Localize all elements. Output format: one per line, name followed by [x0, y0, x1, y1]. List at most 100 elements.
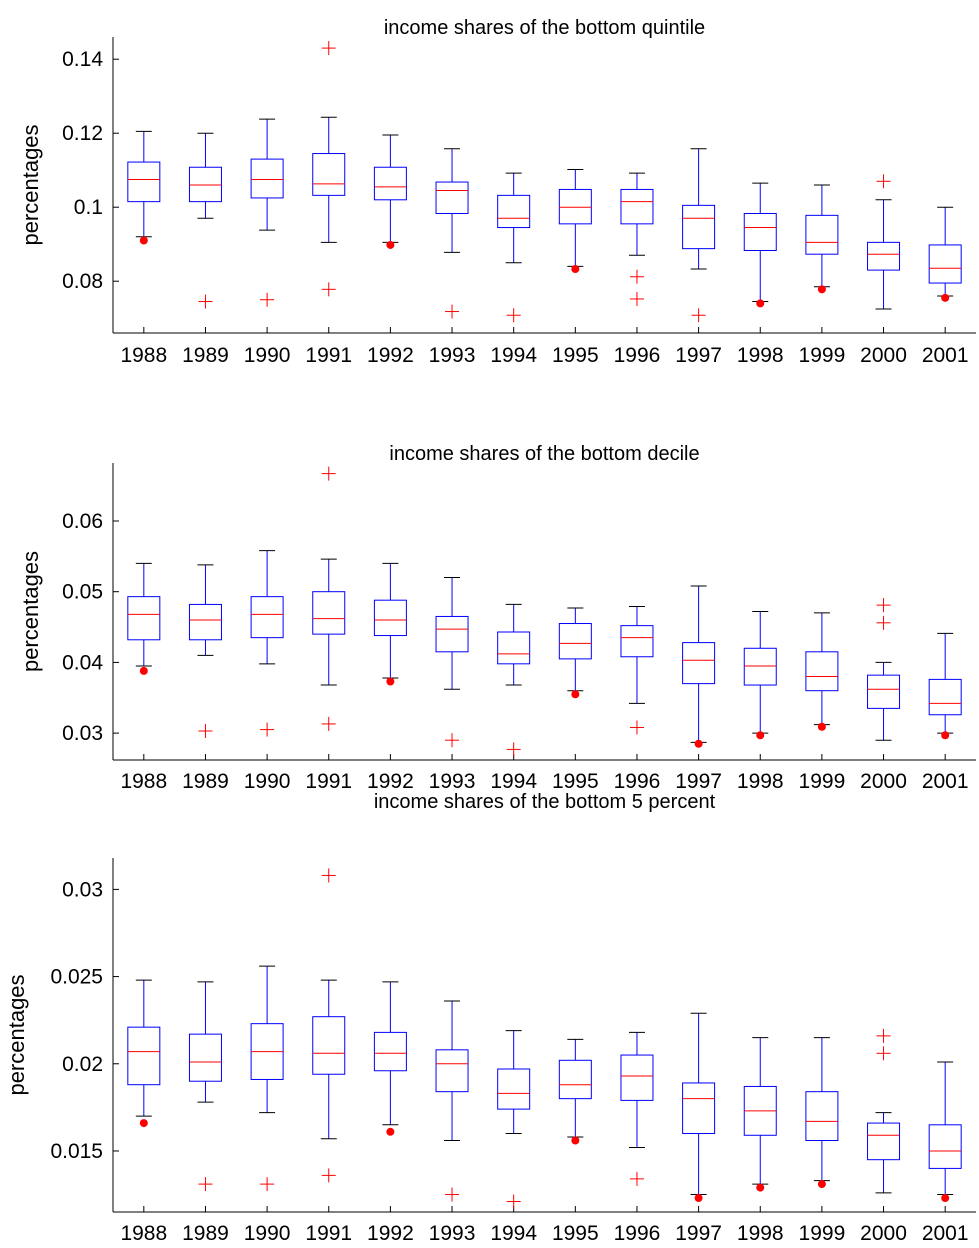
y-tick-label: 0.03	[62, 878, 103, 901]
box-1999	[805, 612, 839, 731]
box-1992	[373, 981, 407, 1136]
outlier-marker	[876, 615, 891, 630]
box-1997	[682, 148, 716, 323]
outlier-marker	[321, 282, 336, 297]
box-1988	[127, 562, 161, 675]
x-tick-label: 1992	[367, 344, 414, 367]
x-tick-label: 1992	[367, 770, 414, 793]
box-1991	[312, 41, 346, 297]
box-iqr	[867, 1122, 901, 1161]
outlier-marker	[260, 1177, 275, 1192]
box-1990	[250, 965, 284, 1192]
outlier-marker	[260, 722, 275, 737]
x-tick-label: 1991	[305, 770, 352, 793]
panel-2: income shares of the bottom decile percen…	[18, 443, 976, 793]
outlier-marker	[198, 294, 213, 309]
box-1998	[743, 182, 777, 308]
outlier-marker	[876, 1046, 891, 1061]
box-iqr	[312, 1016, 346, 1075]
y-tick-label: 0.12	[62, 122, 103, 145]
box-iqr	[127, 161, 161, 203]
box-iqr	[928, 244, 962, 284]
outlier-marker	[321, 1168, 336, 1183]
box-iqr	[558, 623, 592, 660]
outlier-dot	[756, 731, 765, 740]
box-1998	[743, 611, 777, 740]
box-iqr	[682, 642, 716, 685]
box-iqr	[805, 1091, 839, 1142]
box-2001	[928, 206, 962, 302]
y-axis-label: percentages	[4, 974, 29, 1095]
y-tick-label: 0.02	[62, 1053, 103, 1076]
x-tick-label: 2000	[860, 770, 907, 793]
outlier-marker	[876, 174, 891, 189]
x-tick-label: 1993	[429, 344, 476, 367]
box-1991	[312, 466, 346, 731]
x-tick-label: 1992	[367, 1222, 414, 1245]
box-iqr	[682, 204, 716, 250]
x-tick-label: 1991	[305, 344, 352, 367]
box-1992	[373, 134, 407, 249]
outlier-dot	[139, 236, 148, 245]
x-tick-label: 1994	[490, 770, 537, 793]
outlier-dot	[941, 1194, 950, 1203]
box-iqr	[620, 188, 654, 225]
box-iqr	[127, 596, 161, 641]
box-iqr	[373, 599, 407, 637]
y-axis-label: percentages	[18, 551, 43, 672]
x-tick-label: 1996	[614, 1222, 661, 1245]
box-iqr	[928, 1124, 962, 1169]
x-tick-label: 1993	[429, 770, 476, 793]
box-1995	[558, 168, 592, 273]
x-tick-label: 1999	[799, 1222, 846, 1245]
y-tick-label: 0.06	[62, 510, 103, 533]
box-1996	[620, 1031, 654, 1186]
x-tick-label: 1988	[120, 344, 167, 367]
box-1994	[497, 172, 531, 323]
outlier-dot	[571, 264, 580, 273]
box-iqr	[805, 651, 839, 692]
x-tick-label: 2000	[860, 344, 907, 367]
y-tick-label: 0.04	[62, 651, 103, 674]
box-iqr	[497, 194, 531, 229]
box-iqr	[558, 1059, 592, 1100]
y-tick-label: 0.14	[62, 48, 103, 71]
outlier-dot	[386, 677, 395, 686]
chart-title: income shares of the bottom quintile	[384, 17, 705, 39]
box-1997	[682, 585, 716, 748]
box-2000	[867, 174, 901, 310]
x-tick-label: 1998	[737, 344, 784, 367]
box-iqr	[250, 158, 284, 199]
y-tick-label: 0.03	[62, 722, 103, 745]
outlier-dot	[941, 293, 950, 302]
box-iqr	[743, 212, 777, 251]
outlier-marker	[445, 304, 460, 319]
box-1999	[805, 184, 839, 294]
outlier-marker	[629, 1171, 644, 1186]
y-tick-label: 0.08	[62, 270, 103, 293]
box-2001	[928, 632, 962, 740]
outlier-marker	[445, 733, 460, 748]
box-1994	[497, 603, 531, 757]
box-1994	[497, 1030, 531, 1209]
outlier-marker	[629, 269, 644, 284]
outlier-marker	[198, 724, 213, 739]
chart-title: income shares of the bottom decile	[389, 443, 699, 465]
outlier-dot	[694, 739, 703, 748]
y-tick-label: 0.015	[50, 1140, 103, 1163]
panel-1: income shares of the bottom quintile perc…	[18, 17, 976, 367]
x-tick-label: 1999	[799, 344, 846, 367]
outlier-dot	[386, 240, 395, 249]
outlier-marker	[506, 742, 521, 757]
outlier-dot	[941, 731, 950, 740]
box-iqr	[620, 1054, 654, 1101]
box-2000	[867, 1028, 901, 1194]
outlier-dot	[756, 1183, 765, 1192]
x-tick-label: 1998	[737, 1222, 784, 1245]
outlier-dot	[139, 666, 148, 675]
x-tick-label: 1994	[490, 1222, 537, 1245]
box-1995	[558, 1038, 592, 1145]
box-iqr	[435, 181, 469, 214]
x-tick-label: 1996	[614, 770, 661, 793]
